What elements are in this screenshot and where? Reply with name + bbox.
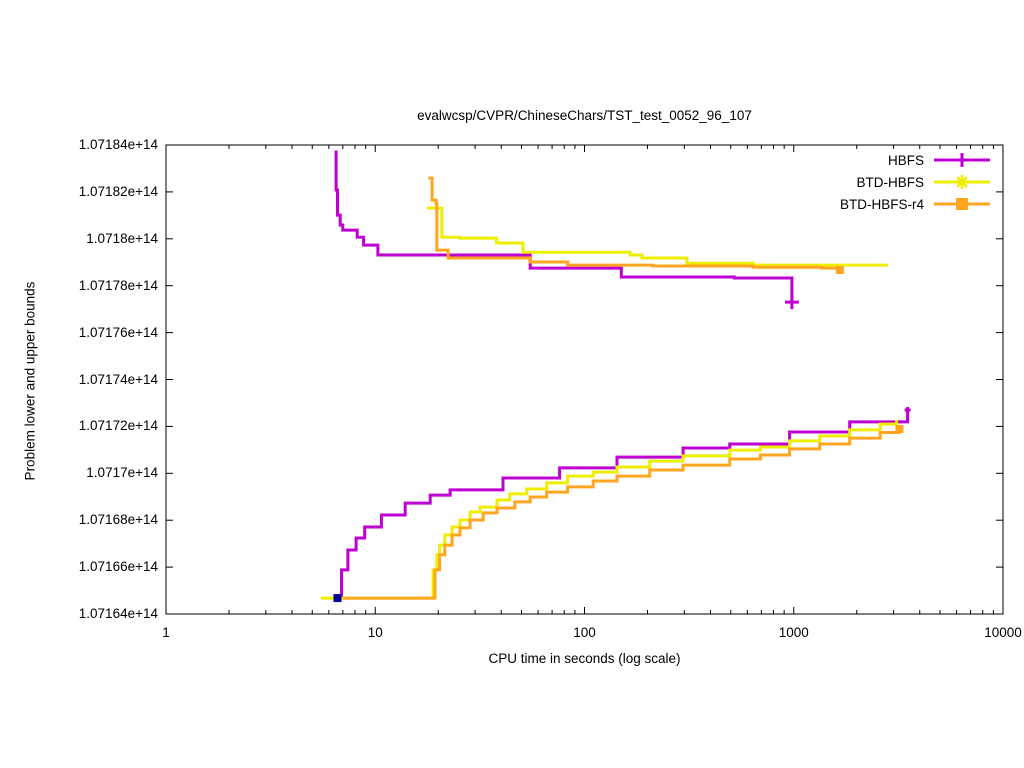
legend: HBFS BTD-HBFS BTD-HBFS-r4 (840, 149, 990, 215)
x-tick-label: 100 (573, 625, 596, 640)
legend-entry-btd-hbfs: BTD-HBFS (840, 171, 990, 193)
x-tick-label: 10 (367, 625, 383, 640)
legend-label: HBFS (887, 152, 924, 168)
series-hbfs-upper-end-marker (784, 295, 799, 310)
series-btd-hbfs-lower (320, 420, 899, 600)
legend-square-icon (934, 198, 990, 210)
y-tick-label: 1.07172e+14 (78, 418, 158, 434)
legend-plus-icon (934, 153, 990, 167)
x-tick-label: 1000 (778, 625, 809, 640)
y-tick-label: 1.0718e+14 (86, 230, 158, 246)
legend-entry-hbfs: HBFS (840, 149, 990, 171)
y-tick-label: 1.07184e+14 (78, 137, 158, 152)
series-hbfs-upper (334, 150, 794, 303)
blue-start-marker (333, 594, 342, 603)
x-tick-label: 1 (162, 625, 170, 640)
y-tick-label: 1.07178e+14 (78, 277, 158, 293)
y-tick-label: 1.07176e+14 (78, 324, 158, 340)
series-btd-hbfs-r4-lower-end-marker (895, 424, 904, 433)
y-tick-label: 1.07168e+14 (78, 512, 158, 528)
y-tick-label: 1.07164e+14 (78, 606, 158, 621)
x-axis-title: CPU time in seconds (log scale) (488, 651, 681, 666)
x-tick-label: 10000 (984, 625, 1022, 640)
y-tick-label: 1.07174e+14 (78, 371, 158, 387)
y-tick-label: 1.0717e+14 (86, 465, 158, 481)
legend-asterisk-icon (934, 175, 990, 189)
series-hbfs-lower (336, 410, 910, 600)
series-btd-hbfs-r4-upper (428, 176, 842, 270)
chart-title: evalwcsp/CVPR/ChineseChars/TST_test_0052… (417, 108, 752, 123)
series-btd-hbfs-r4-upper-end-marker (835, 265, 844, 274)
y-tick-label: 1.07166e+14 (78, 559, 158, 575)
series-btd-hbfs-upper (427, 206, 888, 267)
legend-entry-btd-hbfs-r4: BTD-HBFS-r4 (840, 193, 990, 215)
y-tick-label: 1.07182e+14 (78, 183, 158, 199)
plot-border (165, 144, 1004, 615)
legend-label: BTD-HBFS (856, 174, 925, 190)
legend-label: BTD-HBFS-r4 (840, 196, 924, 212)
series-hbfs-lower-end-marker (904, 406, 911, 413)
series-btd-hbfs-r4-lower (342, 429, 901, 600)
